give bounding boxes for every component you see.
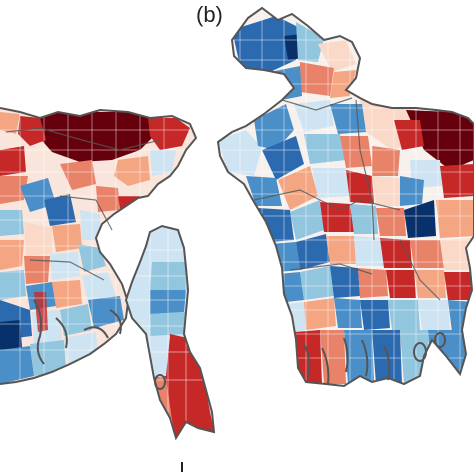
right-map (218, 8, 474, 386)
left-map-south-east (126, 226, 214, 438)
panel-label: (b) (196, 2, 223, 27)
axis-tick (181, 462, 183, 472)
